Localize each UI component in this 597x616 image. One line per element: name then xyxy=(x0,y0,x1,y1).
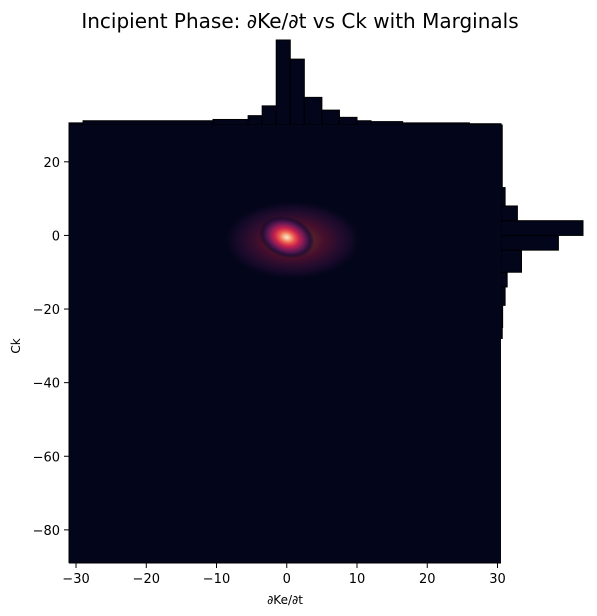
y-marginal-bar xyxy=(500,271,508,288)
y-marginal-bar xyxy=(500,234,559,251)
x-tick-label: −20 xyxy=(133,572,160,587)
x-marginal-bar xyxy=(370,121,404,126)
y-marginal-bar xyxy=(500,205,518,222)
y-marginal-bar xyxy=(500,249,522,273)
x-tick-label: −10 xyxy=(203,572,230,587)
x-marginal-bar xyxy=(261,105,277,126)
y-marginal-bar xyxy=(500,124,503,189)
y-marginal-bar xyxy=(500,304,504,328)
x-tick-label: −30 xyxy=(62,572,89,587)
y-marginal-bar xyxy=(500,187,506,207)
x-marginal-bar xyxy=(68,122,84,126)
x-tick-label: 0 xyxy=(283,572,291,587)
y-tick-label: 0 xyxy=(52,229,60,244)
x-marginal-bar xyxy=(212,118,249,126)
x-marginal-bar xyxy=(247,115,263,126)
x-marginal-bar xyxy=(289,58,305,126)
x-marginal-bar xyxy=(321,109,340,126)
x-marginal-histogram xyxy=(68,39,502,126)
x-marginal-bar xyxy=(468,123,502,126)
x-marginal-bar xyxy=(275,39,291,126)
y-tick-label: −40 xyxy=(33,377,60,392)
x-marginal-bar xyxy=(356,120,372,126)
x-tick-label: 20 xyxy=(419,572,436,587)
plot-area xyxy=(69,125,501,563)
x-axis-label: ∂Ke/∂t xyxy=(267,593,303,607)
x-marginal-bar xyxy=(402,122,470,126)
y-tick-label: −80 xyxy=(33,524,60,539)
x-tick-label: 30 xyxy=(489,572,506,587)
x-tick-label: 10 xyxy=(349,572,366,587)
density-peak xyxy=(259,216,315,259)
y-tick-label: 20 xyxy=(43,156,60,171)
y-marginal-histogram xyxy=(500,124,584,339)
axes: −30 −20 −10 0 10 20 30 20 0 −20 −40 −60 −80 xyxy=(33,125,506,587)
x-marginal-bar xyxy=(338,116,358,126)
y-tick-label: −20 xyxy=(33,303,60,318)
y-tick-label: −60 xyxy=(33,450,60,465)
y-marginal-bar xyxy=(500,220,584,236)
chart-title: Incipient Phase: ∂Ke/∂t vs Ck with Margi… xyxy=(81,9,518,33)
y-marginal-bar xyxy=(500,326,503,339)
y-marginal-bar xyxy=(500,286,506,306)
x-marginal-bar xyxy=(82,120,214,126)
y-axis-label: Ck xyxy=(9,338,23,353)
x-marginal-bar xyxy=(303,96,323,126)
